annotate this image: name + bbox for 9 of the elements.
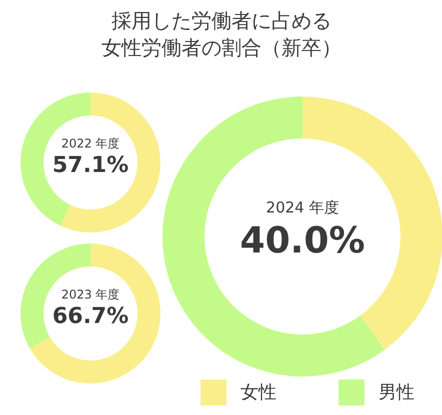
text: 2022 年度 (61, 136, 120, 150)
text: 2024 年度 (266, 198, 339, 217)
chart-title: 採用した労働者に占める女性労働者の割合（新卒） (102, 8, 342, 60)
text: 66.7% (52, 304, 129, 329)
legend-label: 女性 (240, 382, 276, 403)
text: 57.1% (52, 152, 129, 178)
text: 2023 年度 (61, 287, 120, 302)
legend-label: 男性 (378, 382, 414, 403)
text: 40.0% (240, 220, 365, 262)
